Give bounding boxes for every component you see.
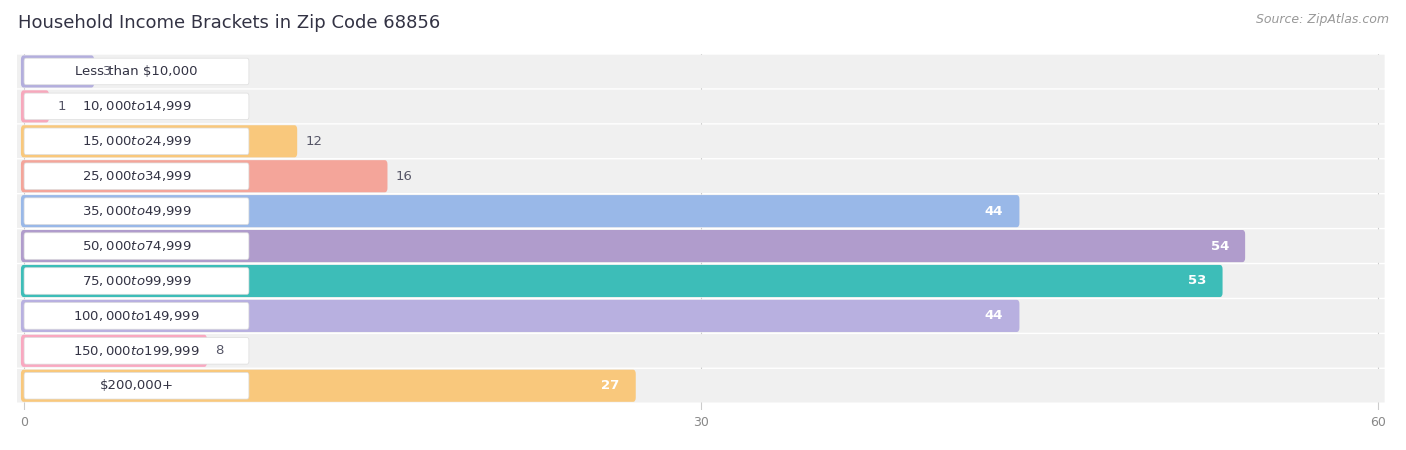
FancyBboxPatch shape (21, 230, 1246, 262)
FancyBboxPatch shape (17, 90, 1385, 123)
FancyBboxPatch shape (17, 159, 1385, 193)
FancyBboxPatch shape (17, 55, 1385, 88)
FancyBboxPatch shape (24, 93, 249, 120)
Text: 27: 27 (602, 379, 620, 392)
Text: 8: 8 (215, 344, 224, 357)
Text: $50,000 to $74,999: $50,000 to $74,999 (82, 239, 191, 253)
FancyBboxPatch shape (24, 268, 249, 294)
Text: 44: 44 (984, 205, 1002, 218)
FancyBboxPatch shape (17, 230, 1385, 263)
FancyBboxPatch shape (21, 195, 1019, 227)
Text: 3: 3 (103, 65, 111, 78)
FancyBboxPatch shape (21, 55, 94, 87)
Text: Less than $10,000: Less than $10,000 (76, 65, 198, 78)
FancyBboxPatch shape (21, 370, 636, 402)
Text: 44: 44 (984, 310, 1002, 322)
FancyBboxPatch shape (21, 335, 207, 367)
FancyBboxPatch shape (24, 338, 249, 364)
FancyBboxPatch shape (24, 128, 249, 154)
FancyBboxPatch shape (24, 233, 249, 259)
FancyBboxPatch shape (24, 58, 249, 85)
FancyBboxPatch shape (17, 194, 1385, 228)
Text: $15,000 to $24,999: $15,000 to $24,999 (82, 134, 191, 148)
FancyBboxPatch shape (24, 373, 249, 399)
Text: $200,000+: $200,000+ (100, 379, 173, 392)
FancyBboxPatch shape (24, 303, 249, 329)
Text: 54: 54 (1211, 239, 1229, 252)
FancyBboxPatch shape (21, 300, 1019, 332)
FancyBboxPatch shape (17, 264, 1385, 298)
Text: $35,000 to $49,999: $35,000 to $49,999 (82, 204, 191, 218)
Text: 12: 12 (305, 135, 323, 148)
Text: Household Income Brackets in Zip Code 68856: Household Income Brackets in Zip Code 68… (18, 14, 440, 32)
Text: 53: 53 (1188, 274, 1206, 288)
Text: $100,000 to $149,999: $100,000 to $149,999 (73, 309, 200, 323)
Text: 16: 16 (396, 170, 413, 183)
Text: $150,000 to $199,999: $150,000 to $199,999 (73, 344, 200, 358)
Text: $75,000 to $99,999: $75,000 to $99,999 (82, 274, 191, 288)
Text: $25,000 to $34,999: $25,000 to $34,999 (82, 169, 191, 183)
Text: Source: ZipAtlas.com: Source: ZipAtlas.com (1256, 14, 1389, 27)
FancyBboxPatch shape (17, 299, 1385, 333)
FancyBboxPatch shape (21, 90, 49, 122)
FancyBboxPatch shape (24, 163, 249, 189)
FancyBboxPatch shape (21, 265, 1223, 297)
FancyBboxPatch shape (24, 198, 249, 225)
FancyBboxPatch shape (21, 160, 388, 192)
FancyBboxPatch shape (21, 125, 297, 158)
Text: 1: 1 (58, 100, 66, 113)
FancyBboxPatch shape (17, 125, 1385, 158)
FancyBboxPatch shape (17, 369, 1385, 402)
FancyBboxPatch shape (17, 334, 1385, 368)
Text: $10,000 to $14,999: $10,000 to $14,999 (82, 99, 191, 113)
